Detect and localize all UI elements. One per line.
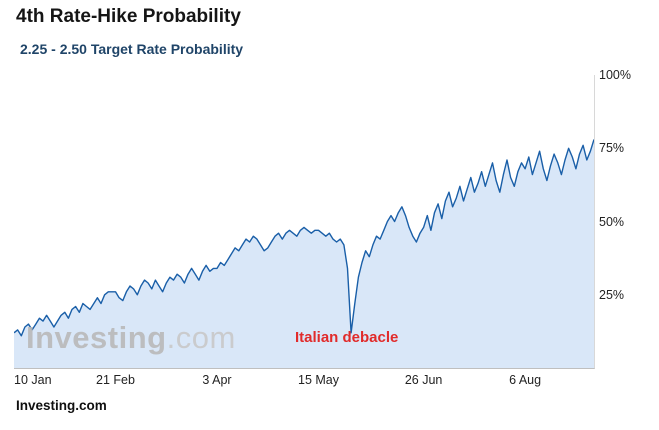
page-title: 4th Rate-Hike Probability (16, 6, 241, 27)
x-axis-label: 10 Jan (14, 373, 52, 387)
y-axis-label: 100% (599, 68, 631, 82)
area-fill (14, 139, 594, 368)
x-axis-label: 3 Apr (202, 373, 232, 387)
x-axis: 10 Jan 21 Feb 3 Apr 15 May 26 Jun 6 Aug (14, 373, 594, 391)
y-axis-label: 25% (599, 287, 625, 302)
annotation-italian-debacle: Italian debacle (295, 329, 399, 346)
chart-subtitle: 2.25 - 2.50 Target Rate Probability (20, 41, 244, 57)
y-axis-label: 75% (599, 141, 625, 156)
y-axis-label: 50% (599, 214, 625, 229)
probability-line (14, 139, 594, 337)
y-axis: 25% 50% 75% 100% (599, 68, 655, 368)
x-axis-label: 6 Aug (509, 373, 542, 387)
x-axis-label: 15 May (298, 373, 339, 387)
probability-area-chart (14, 75, 595, 369)
chart-canvas (14, 139, 594, 368)
x-axis-label: 26 Jun (404, 373, 443, 387)
x-axis-label: 21 Feb (96, 373, 135, 387)
source-credit: Investing.com (16, 398, 107, 413)
